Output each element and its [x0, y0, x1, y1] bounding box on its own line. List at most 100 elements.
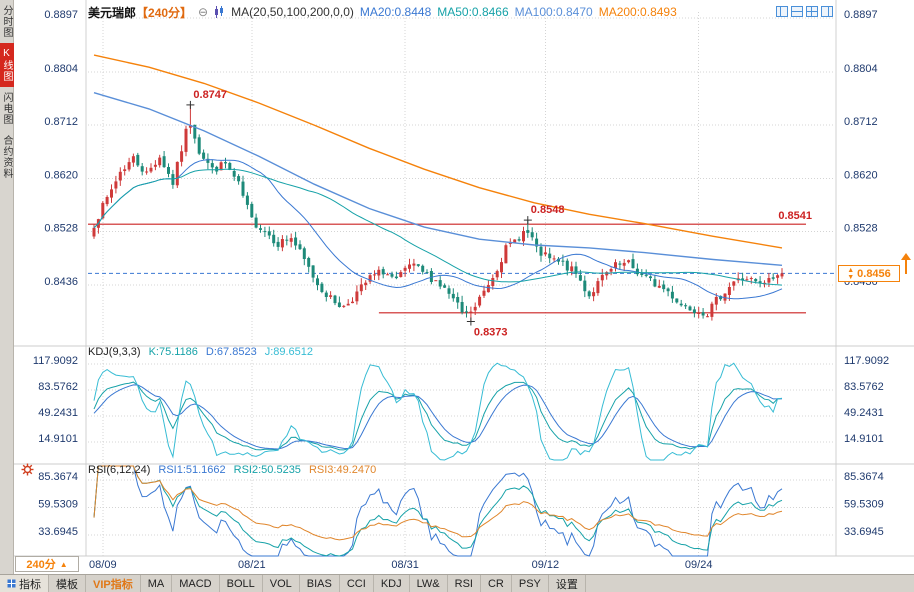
- toolbar-item-9[interactable]: KDJ: [374, 575, 410, 592]
- svg-text:49.2431: 49.2431: [38, 407, 78, 419]
- svg-text:0.8712: 0.8712: [844, 116, 878, 128]
- toolbar-item-6[interactable]: VOL: [263, 575, 300, 592]
- ma20-value: MA20:0.8448: [359, 5, 432, 19]
- svg-text:59.5309: 59.5309: [38, 499, 78, 511]
- rsi1-value: RSI1:51.1662: [158, 464, 226, 476]
- indicator-grid-icon: [7, 579, 16, 588]
- toolbar-item-2[interactable]: VIP指标: [86, 575, 141, 592]
- price-spin-icon[interactable]: ▲ ▼: [847, 266, 855, 281]
- toolbar-item-label: VIP指标: [93, 578, 133, 591]
- kdj-j-value: J:89.6512: [264, 346, 314, 358]
- rsi-lines: [93, 465, 783, 557]
- toolbar-item-12[interactable]: CR: [481, 575, 512, 592]
- svg-text:0.8528: 0.8528: [844, 223, 878, 235]
- chart-type-sidebar: 分时图 K线图闪电图合约资料: [0, 0, 14, 574]
- rsi3-value: RSI3:49.2470: [308, 464, 377, 476]
- svg-text:08/21: 08/21: [238, 559, 266, 571]
- chart-canvas[interactable]: 0.8897 0.8897 0.8804 0.8804 0.8712 0.8712 0.86…: [14, 0, 914, 572]
- toolbar-item-7[interactable]: BIAS: [300, 575, 340, 592]
- candle-icon: [214, 6, 225, 18]
- collapse-icon[interactable]: ⊖: [198, 5, 209, 19]
- chart-svg: 0.8897 0.8897 0.8804 0.8804 0.8712 0.8712 0.86…: [14, 0, 914, 571]
- toolbar-item-label: RSI: [454, 577, 473, 590]
- ma100-value: MA100:0.8470: [514, 5, 593, 19]
- layout-split-left-icon[interactable]: [776, 4, 788, 17]
- svg-text:0.8620: 0.8620: [844, 169, 878, 181]
- svg-text:0.8373: 0.8373: [474, 327, 508, 339]
- toolbar-item-label: KDJ: [380, 577, 402, 590]
- svg-text:0.8541: 0.8541: [778, 210, 812, 222]
- ma50-value: MA50:0.8466: [437, 5, 509, 19]
- svg-text:09/12: 09/12: [532, 559, 560, 571]
- svg-text:85.3674: 85.3674: [844, 471, 884, 483]
- price-up-arrow-icon: [901, 253, 911, 279]
- svg-text:33.6945: 33.6945: [38, 526, 78, 538]
- chart-header: 美元瑞郎 【240分】 ⊖ MA(20,50,100,200,0,0) MA20:…: [88, 3, 677, 21]
- layout-rows-icon[interactable]: [791, 4, 803, 17]
- toolbar-item-label: 指标: [19, 578, 41, 591]
- svg-text:0.8804: 0.8804: [44, 63, 78, 75]
- svg-text:14.9101: 14.9101: [38, 433, 78, 445]
- sidebar-tab-0[interactable]: 分时图: [1, 5, 12, 38]
- svg-text:49.2431: 49.2431: [844, 407, 884, 419]
- ma200-value: MA200:0.8493: [598, 5, 677, 19]
- toolbar-item-11[interactable]: RSI: [448, 575, 481, 592]
- svg-text:08/31: 08/31: [391, 559, 419, 571]
- svg-text:83.5762: 83.5762: [38, 381, 78, 393]
- symbol-name: 美元瑞郎: [88, 5, 137, 20]
- sidebar-tab-2[interactable]: 闪电图: [1, 92, 12, 125]
- toolbar-item-label: MA: [147, 577, 165, 590]
- layout-split-right-icon[interactable]: [821, 4, 833, 17]
- toolbar-item-label: 模板: [56, 578, 78, 591]
- kdj-k-value: K:75.1186: [148, 346, 198, 358]
- toolbar-item-label: VOL: [269, 577, 292, 590]
- toolbar-item-8[interactable]: CCI: [340, 575, 374, 592]
- svg-text:08/09: 08/09: [89, 559, 117, 571]
- toolbar-item-label: 设置: [555, 578, 578, 591]
- toolbar-item-label: BIAS: [306, 577, 332, 590]
- toolbar-item-label: LW&: [416, 577, 440, 590]
- toolbar-item-5[interactable]: BOLL: [220, 575, 263, 592]
- toolbar-item-label: CCI: [346, 577, 366, 590]
- period-dropdown-icon: ▲: [59, 559, 68, 569]
- toolbar-item-0[interactable]: 指标: [0, 575, 49, 592]
- sidebar-tab-3[interactable]: 合约资料: [1, 135, 12, 179]
- indicator-toolbar: 指标 模板 VIP指标 MA MACD BOLL VOL BIAS CCI KDJ LW& RSI CR…: [0, 574, 914, 592]
- period-label: 240分: [26, 559, 56, 571]
- toolbar-item-3[interactable]: MA: [141, 575, 173, 592]
- candlesticks: [92, 104, 784, 322]
- ma-formula: MA(20,50,100,200,0,0): [231, 5, 354, 19]
- grid-and-axes: 0.8897 0.8897 0.8804 0.8804 0.8712 0.8712 0.86…: [33, 9, 889, 571]
- kdj-lines: [93, 362, 783, 461]
- period-selector[interactable]: 240分 ▲: [15, 556, 79, 572]
- svg-text:0.8620: 0.8620: [44, 169, 78, 181]
- toolbar-item-label: BOLL: [226, 577, 255, 590]
- current-price-label: 0.8456: [857, 267, 891, 280]
- rsi2-value: RSI2:50.5235: [233, 464, 301, 476]
- svg-text:0.8804: 0.8804: [844, 63, 878, 75]
- svg-text:09/24: 09/24: [685, 559, 713, 571]
- sidebar-tab-1[interactable]: K线图: [0, 43, 14, 87]
- toolbar-item-14[interactable]: 设置: [549, 575, 586, 592]
- indicator-settings-gear-icon[interactable]: [21, 463, 34, 476]
- rsi-title-row: RSI(6,12,24) RSI1:51.1662 RSI2:50.5235 R…: [88, 464, 376, 476]
- svg-text:14.9101: 14.9101: [844, 433, 884, 445]
- svg-text:0.8528: 0.8528: [44, 223, 78, 235]
- svg-text:0.8897: 0.8897: [844, 9, 878, 21]
- kdj-title: KDJ(9,3,3): [88, 346, 141, 358]
- horizontal-price-lines: 0.8541: [88, 210, 812, 314]
- svg-text:85.3674: 85.3674: [38, 471, 78, 483]
- svg-text:33.6945: 33.6945: [844, 526, 884, 538]
- toolbar-item-4[interactable]: MACD: [172, 575, 220, 592]
- toolbar-item-10[interactable]: LW&: [410, 575, 448, 592]
- svg-text:83.5762: 83.5762: [844, 381, 884, 393]
- current-price-tag: ▲ ▼ 0.8456: [838, 265, 900, 282]
- window-layout-controls: [776, 4, 833, 17]
- toolbar-item-1[interactable]: 模板: [49, 575, 86, 592]
- toolbar-item-13[interactable]: PSY: [512, 575, 549, 592]
- svg-text:117.9092: 117.9092: [844, 355, 889, 367]
- svg-text:0.8712: 0.8712: [44, 116, 78, 128]
- layout-grid-icon[interactable]: [806, 4, 818, 17]
- ma-lines: [93, 54, 783, 300]
